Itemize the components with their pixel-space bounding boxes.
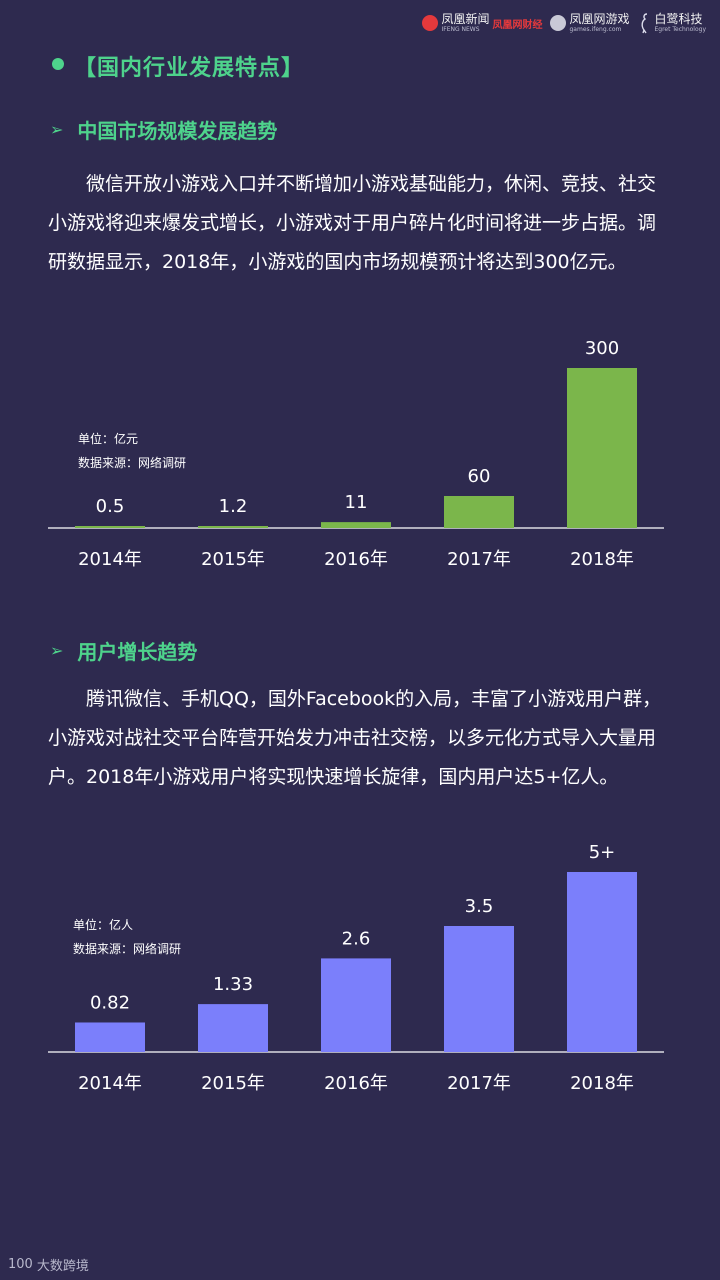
logo-name: 凤凰网游戏	[569, 12, 630, 26]
bar	[567, 872, 637, 1052]
arrow-right-icon: ➢	[50, 120, 64, 139]
bar	[198, 1004, 268, 1052]
data-label: 60	[468, 466, 491, 487]
data-label: 2.6	[342, 928, 371, 949]
data-label: 300	[585, 338, 619, 359]
x-tick-label: 2016年	[324, 549, 388, 570]
x-tick-label: 2018年	[570, 549, 634, 570]
partner-logos: 凤凰新闻 IFENG NEWS 凤凰网财经 凤凰网游戏 games.ifeng.…	[422, 8, 706, 38]
data-label: 11	[345, 492, 368, 513]
bar	[75, 1022, 145, 1052]
bar	[321, 522, 391, 528]
data-label: 3.5	[465, 896, 494, 917]
source-note: 数据来源：网络调研	[78, 455, 186, 470]
bar	[75, 526, 145, 528]
logo-ifeng-games: 凤凰网游戏 games.ifeng.com	[550, 12, 630, 33]
watermark-icon: 100	[8, 1257, 33, 1272]
data-label: 1.2	[219, 496, 248, 517]
bar	[444, 496, 514, 528]
logo-name: 白鹭科技	[654, 12, 703, 26]
logo-egret: 白鹭科技 Egret Technology	[638, 12, 707, 34]
bar	[321, 958, 391, 1052]
logo-sub: games.ifeng.com	[569, 26, 622, 33]
x-tick-label: 2017年	[447, 1073, 511, 1094]
logo-sub: IFENG NEWS	[441, 26, 480, 33]
x-tick-label: 2015年	[201, 1073, 265, 1094]
market-heading-text: 中国市场规模发展趋势	[77, 119, 278, 143]
logo-badge: 凤凰网财经	[492, 19, 543, 31]
user-growth-chart: 0.82 2014年 1.33 2015年 2.6 2016年 3.5 2017年 5+ 2018…	[48, 842, 664, 1094]
logo-ifeng-news: 凤凰新闻 IFENG NEWS 凤凰网财经	[422, 13, 542, 33]
section-title: 【国内行业发展特点】	[74, 56, 305, 81]
x-tick-label: 2018年	[570, 1073, 634, 1094]
bullet-dot-icon	[52, 58, 64, 70]
footer-watermark: 100 大数跨境	[8, 1255, 89, 1274]
data-label: 0.82	[90, 992, 130, 1013]
users-paragraph: 腾讯微信、手机QQ，国外Facebook的入局，丰富了小游戏用户群，小游戏对战社…	[48, 688, 662, 788]
bar	[198, 526, 268, 528]
source-note: 数据来源：网络调研	[73, 941, 181, 956]
logo-sub: Egret Technology	[654, 26, 707, 33]
phoenix-news-icon	[422, 15, 439, 31]
arrow-right-icon: ➢	[50, 641, 64, 660]
market-heading: ➢ 中国市场规模发展趋势	[50, 115, 277, 144]
data-label: 0.5	[96, 496, 125, 517]
x-tick-label: 2015年	[201, 549, 265, 570]
unit-note: 单位：亿人	[73, 917, 133, 932]
x-tick-label: 2014年	[78, 1073, 142, 1094]
bar	[567, 368, 637, 528]
egret-icon	[641, 13, 647, 34]
data-label: 5+	[589, 842, 616, 863]
users-heading-text: 用户增长趋势	[77, 640, 198, 664]
watermark-text: 大数跨境	[36, 1259, 89, 1274]
users-heading: ➢ 用户增长趋势	[50, 636, 197, 665]
logo-name: 凤凰新闻	[441, 12, 490, 26]
unit-note: 单位：亿元	[78, 431, 138, 446]
x-tick-label: 2017年	[447, 549, 511, 570]
x-tick-label: 2014年	[78, 549, 142, 570]
x-tick-label: 2016年	[324, 1073, 388, 1094]
bar	[444, 926, 514, 1052]
data-label: 1.33	[213, 974, 253, 995]
phoenix-games-icon	[550, 15, 567, 31]
market-paragraph: 微信开放小游戏入口并不断增加小游戏基础能力，休闲、竞技、社交小游戏将迎来爆发式增…	[48, 173, 657, 273]
market-size-chart: 0.5 2014年 1.2 2015年 11 2016年 60 2017年 300 2018年 单位…	[48, 338, 664, 570]
